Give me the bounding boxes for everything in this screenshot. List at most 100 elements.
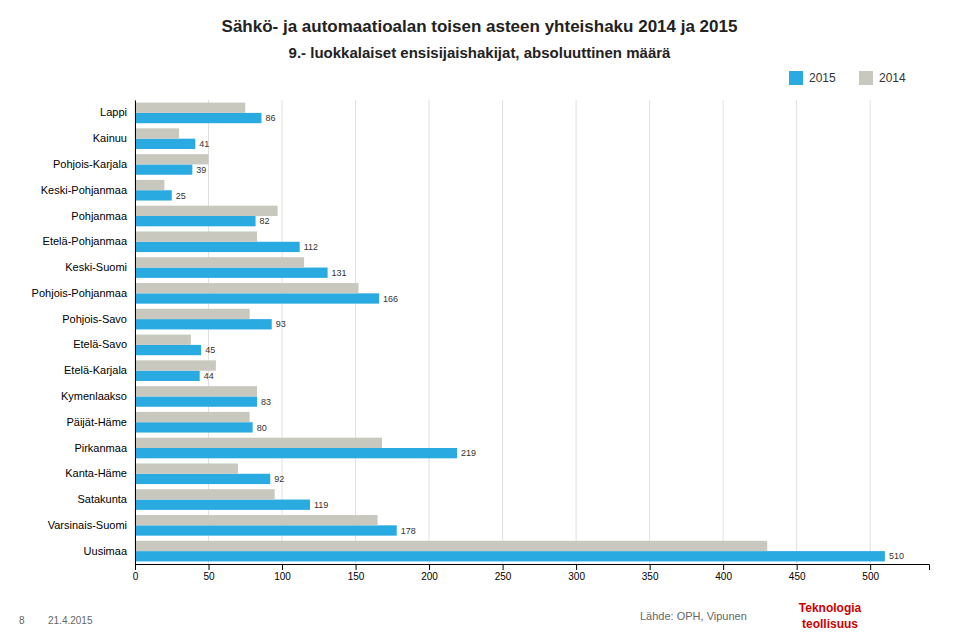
tick: 400: [715, 564, 732, 582]
tick-label: 450: [789, 571, 806, 582]
tick-mark: [135, 564, 136, 570]
legend-item: 2015: [789, 71, 836, 85]
tick: 200: [421, 564, 438, 582]
grid-line: [649, 100, 650, 564]
plot: 8641392582112131166934544838021992119178…: [32, 100, 930, 582]
bar: [135, 525, 397, 535]
annotation: 8: [19, 615, 25, 626]
legend-swatch: [859, 71, 873, 85]
grid-line: [870, 100, 871, 564]
tick: Etelä-Pohjanmaa: [43, 235, 128, 247]
bar: [135, 345, 201, 355]
tick-label: Etelä-Savo: [73, 338, 127, 350]
legend-label: 2014: [879, 71, 906, 85]
data-label: 131: [332, 268, 347, 278]
tick: 500: [862, 564, 879, 582]
bar: [135, 154, 209, 164]
legend: 2015 2014: [789, 71, 906, 85]
tick-mark: [503, 564, 504, 570]
bar: [135, 335, 191, 345]
tick: Keski-Suomi: [65, 261, 127, 273]
y-axis: Lappi Kainuu Pohjois-Karjala Keski-Pohjanma…: [32, 101, 136, 565]
tick: Varsinais-Suomi: [48, 519, 127, 531]
data-label: 82: [260, 216, 270, 226]
tick: Satakunta: [77, 493, 127, 505]
series: [135, 113, 885, 562]
tick: Pohjanmaa: [71, 210, 128, 222]
data-label: 510: [889, 551, 904, 561]
tick-mark: [870, 564, 871, 570]
tick-label: 400: [715, 571, 732, 582]
annotation: Teknologia: [799, 601, 862, 615]
tick-label: Pirkanmaa: [74, 442, 127, 454]
tick: 50: [203, 564, 215, 582]
data-label: 119: [314, 500, 328, 510]
bar: [135, 180, 164, 190]
data-label: 219: [461, 448, 476, 458]
tick-label: 200: [421, 571, 438, 582]
tick-label: Uusimaa: [84, 545, 128, 557]
data-label: 93: [276, 319, 286, 329]
tick-label: Pohjanmaa: [71, 210, 128, 222]
legend-label: 2015: [809, 71, 836, 85]
annotation: teollisuus: [802, 617, 858, 631]
tick: Pohjois-Pohjanmaa: [32, 287, 128, 299]
tick-label: 0: [133, 571, 139, 582]
annotation: 21.4.2015: [48, 615, 93, 626]
tick: 150: [348, 564, 365, 582]
data-label: 83: [261, 397, 271, 407]
tick-label: Keski-Pohjanmaa: [41, 184, 128, 196]
tick: 100: [274, 564, 291, 582]
bar: [135, 500, 310, 510]
bar: [135, 128, 179, 138]
grid-line: [429, 100, 430, 564]
grid-line: [796, 100, 797, 564]
tick-label: Pohjois-Karjala: [53, 158, 128, 170]
tick: 0: [133, 564, 139, 582]
tick: 300: [568, 564, 585, 582]
tick-mark: [356, 564, 357, 570]
bar: [135, 412, 250, 422]
annotation: Lähde: OPH, Vipunen: [640, 610, 747, 622]
bar: [135, 360, 216, 370]
grid-line: [576, 100, 577, 564]
tick-label: Varsinais-Suomi: [48, 519, 127, 531]
data-label: 80: [257, 423, 267, 433]
bar: [135, 309, 250, 319]
bar: [135, 438, 382, 448]
data-labels: 8641392582112131166934544838021992119178…: [176, 113, 904, 561]
tick-label: Kymenlaakso: [61, 390, 127, 402]
bar: [135, 551, 885, 561]
tick-mark: [723, 564, 724, 570]
bar: [135, 541, 767, 551]
bar: [135, 422, 253, 432]
grid-line: [723, 100, 724, 564]
bars: [135, 103, 885, 562]
tick-label: Lappi: [100, 106, 127, 118]
tick-label: 150: [348, 571, 365, 582]
grid: [135, 100, 870, 564]
tick-label: 300: [568, 571, 585, 582]
tick-label: 350: [642, 571, 659, 582]
bar: [135, 206, 278, 216]
tick-label: 250: [495, 571, 512, 582]
axis-line: [135, 101, 136, 565]
bar: [135, 231, 257, 241]
tick-label: Etelä-Karjala: [64, 364, 128, 376]
tick-label: 50: [203, 571, 215, 582]
tick: Päijät-Häme: [66, 416, 127, 428]
bar: [135, 319, 272, 329]
bar: [135, 164, 192, 174]
tick-mark: [576, 564, 577, 570]
bar: [135, 257, 304, 267]
tick: Kanta-Häme: [65, 467, 127, 479]
tick: Keski-Pohjanmaa: [41, 184, 128, 196]
data-label: 86: [265, 113, 275, 123]
title: Sähkö- ja automaatioalan toisen asteen y…: [222, 17, 738, 36]
grid-line: [355, 100, 356, 564]
tick-label: Kainuu: [93, 132, 127, 144]
bar: [135, 190, 172, 200]
tick: Uusimaa: [84, 545, 128, 557]
series: [135, 103, 767, 552]
tick-mark: [429, 564, 430, 570]
